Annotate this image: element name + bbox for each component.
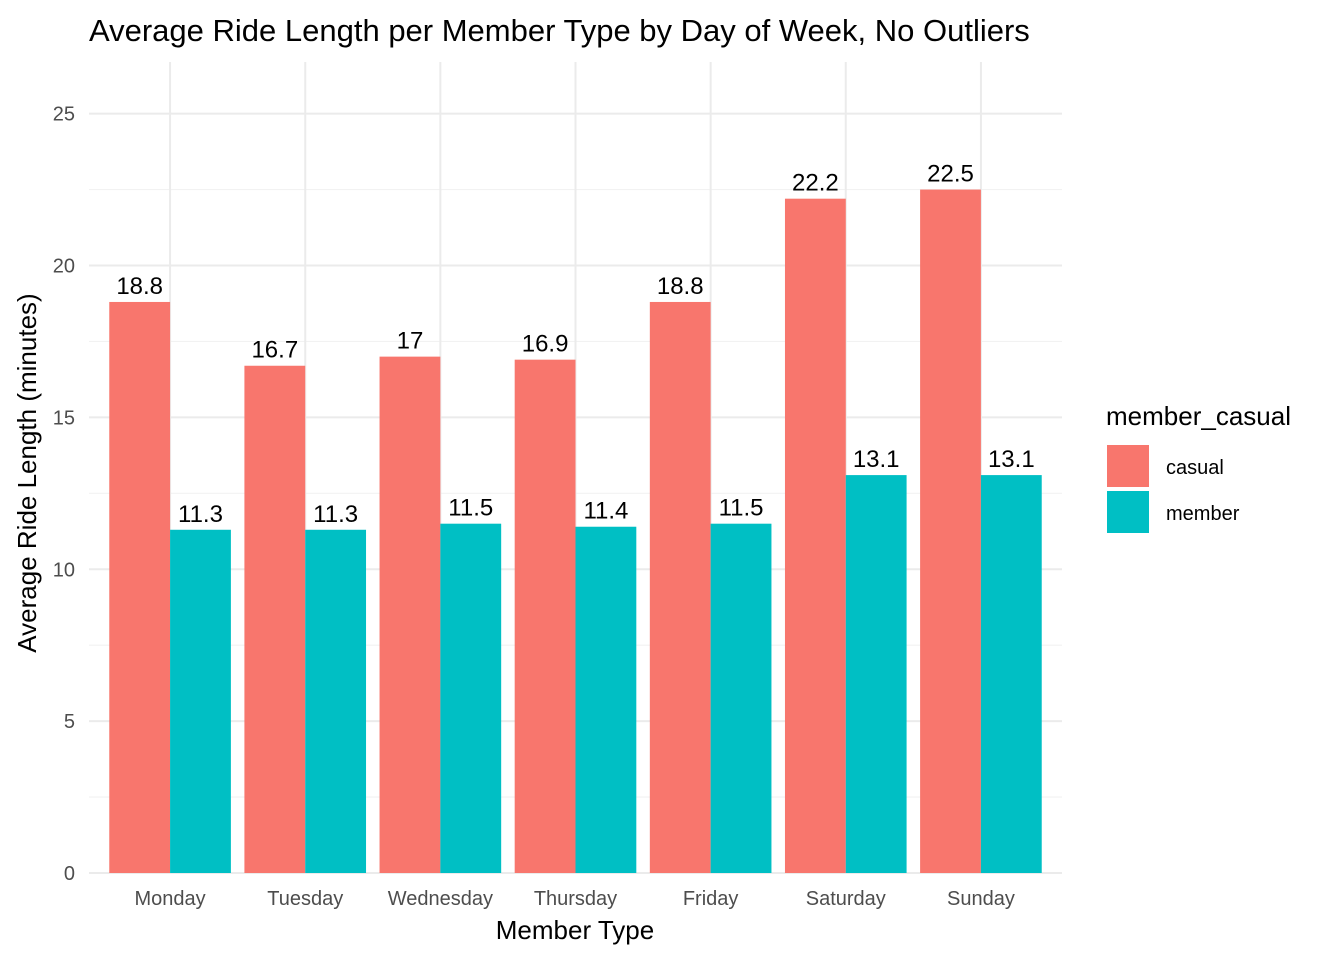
chart-title: Average Ride Length per Member Type by D…	[89, 13, 1030, 48]
bar-casual-tuesday	[244, 365, 306, 873]
bars	[109, 189, 1042, 874]
bar-member-tuesday	[305, 529, 367, 873]
x-tick-label: Saturday	[806, 888, 886, 910]
bar-label-casual-sunday: 22.5	[927, 161, 974, 188]
bar-member-friday	[710, 523, 772, 873]
legend-items: casual member	[1107, 445, 1240, 533]
bar-label-casual-thursday: 16.9	[522, 331, 569, 358]
x-tick-label: Sunday	[947, 888, 1015, 910]
y-tick-label: 10	[53, 559, 75, 581]
bar-casual-monday	[109, 301, 171, 873]
legend-key-casual	[1107, 445, 1149, 487]
bar-label-member-sunday: 13.1	[988, 446, 1035, 473]
legend-title: member_casual	[1106, 401, 1291, 431]
bar-label-member-thursday: 11.4	[583, 498, 628, 525]
y-axis-ticks: 0 5 10 15 20 25	[53, 104, 75, 885]
bar-casual-wednesday	[379, 356, 441, 874]
bar-label-casual-monday: 18.8	[116, 273, 163, 300]
bar-label-casual-friday: 18.8	[657, 273, 704, 300]
y-tick-label: 15	[53, 407, 75, 429]
x-tick-label: Monday	[135, 888, 206, 910]
y-tick-label: 5	[64, 711, 75, 733]
bar-member-thursday	[575, 526, 637, 873]
x-axis-ticks: Monday Tuesday Wednesday Thursday Friday Satu…	[135, 888, 1015, 910]
legend: member_casual casual member	[1106, 401, 1291, 533]
x-tick-label: Tuesday	[267, 888, 343, 910]
bar-member-wednesday	[440, 523, 502, 873]
bar-label-member-saturday: 13.1	[853, 446, 900, 473]
bar-member-saturday	[845, 475, 907, 873]
bar-label-member-friday: 11.5	[719, 495, 764, 522]
bar-member-sunday	[980, 475, 1042, 873]
bar-label-member-wednesday: 11.5	[448, 495, 493, 522]
bar-label-casual-tuesday: 16.7	[251, 337, 298, 364]
bar-casual-friday	[649, 301, 711, 873]
y-tick-label: 25	[53, 104, 75, 126]
legend-label-member: member	[1166, 503, 1240, 525]
legend-label-casual: casual	[1166, 457, 1224, 479]
bar-casual-saturday	[784, 198, 846, 873]
bar-value-labels: 18.8 16.7 17 16.9 18.8 22.2 22.5 11.3 11.3 11.5 11…	[116, 161, 1034, 528]
bar-label-member-tuesday: 11.3	[313, 501, 358, 528]
y-tick-label: 0	[64, 863, 75, 885]
x-tick-label: Wednesday	[388, 888, 493, 910]
x-axis-title: Member Type	[496, 915, 654, 945]
x-tick-label: Friday	[683, 888, 739, 910]
bar-label-casual-saturday: 22.2	[792, 170, 839, 197]
bar-casual-sunday	[920, 189, 981, 874]
legend-key-member	[1107, 491, 1149, 533]
bar-member-monday	[170, 529, 231, 873]
bar-label-member-monday: 11.3	[178, 501, 223, 528]
y-axis-title: Average Ride Length (minutes)	[12, 293, 42, 652]
x-tick-label: Thursday	[534, 888, 617, 910]
bar-casual-thursday	[514, 359, 576, 873]
bar-label-casual-wednesday: 17	[397, 328, 424, 355]
y-tick-label: 20	[53, 256, 75, 278]
